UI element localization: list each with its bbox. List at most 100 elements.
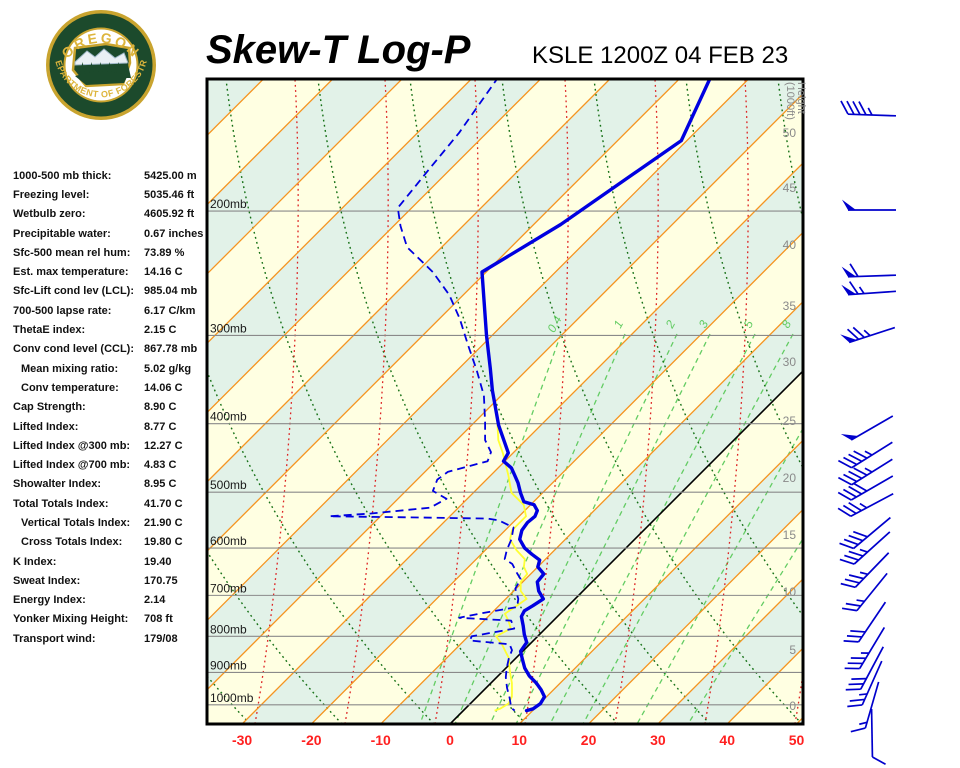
index-label: Cross Totals Index: (21, 536, 123, 549)
index-label: Sfc-500 mean rel hum: (13, 246, 131, 259)
index-row: Wetbulb zero: 4605.92 ft (13, 205, 213, 224)
index-label: Conv cond level (CCL): (13, 343, 135, 356)
height-axis-title: Height (795, 82, 807, 114)
wind-barb (840, 552, 890, 589)
index-label: 1000-500 mb thick: (13, 169, 112, 182)
wind-barb (841, 263, 897, 278)
index-value: 73.89 % (144, 246, 185, 259)
sounding-indices-panel: 1000-500 mb thick: 5425.00 m Freezing leve… (13, 166, 213, 648)
index-row: Est. max temperature: 14.16 C (13, 262, 213, 281)
wind-barb (842, 199, 896, 211)
index-label: Sfc-Lift cond lev (LCL): (13, 285, 134, 298)
index-value: 5.02 g/kg (144, 362, 192, 375)
height-tick-label: 40 (783, 238, 797, 252)
temp-tick-label: -10 (371, 732, 391, 748)
index-row: Mean mixing ratio: 5.02 g/kg (13, 359, 213, 378)
index-value: 19.80 C (144, 536, 183, 549)
index-row: K Index: 19.40 (13, 552, 213, 571)
index-row: Freezing level: 5035.46 ft (13, 185, 213, 204)
isotherm-bands (207, 79, 803, 724)
wind-barb (845, 646, 885, 691)
index-row: Cap Strength: 8.90 C (13, 398, 213, 417)
index-row: Yonker Mixing Height: 708 ft (13, 610, 213, 629)
index-value: 5425.00 m (144, 169, 197, 182)
temp-tick-label: 20 (581, 732, 597, 748)
index-label: Conv temperature: (21, 381, 119, 394)
index-label: Lifted Index @700 mb: (13, 459, 131, 472)
index-label: K Index: (13, 555, 57, 568)
wind-barb (843, 601, 887, 643)
wind-barbs (837, 100, 897, 766)
pressure-label: 200mb (210, 197, 247, 211)
height-tick-label: 10 (783, 585, 797, 599)
temp-tick-label: 10 (512, 732, 528, 748)
index-row: Precipitable water: 0.67 inches (13, 224, 213, 243)
index-row: Conv temperature: 14.06 C (13, 378, 213, 397)
mixing-ratio-lines (419, 333, 803, 724)
height-tick-label: 45 (783, 181, 797, 195)
index-row: Sfc-Lift cond lev (LCL): 985.04 mb (13, 282, 213, 301)
index-row: Conv cond level (CCL): 867.78 mb (13, 340, 213, 359)
wind-barb (844, 626, 886, 670)
temp-tick-label: -30 (232, 732, 252, 748)
index-value: 4.83 C (144, 459, 177, 472)
index-label: Est. max temperature: (13, 266, 129, 279)
index-value: 6.17 C/km (144, 304, 196, 317)
index-value: 4605.92 ft (144, 208, 195, 221)
index-label: Energy Index: (13, 594, 86, 607)
index-value: 12.27 C (144, 439, 183, 452)
index-row: Vertical Totals Index: 21.90 C (13, 513, 213, 532)
wind-barb (841, 281, 897, 296)
pressure-label: 900mb (210, 658, 247, 672)
pressure-label: 300mb (210, 321, 247, 335)
plot-border (205, 77, 805, 726)
index-value: 179/08 (144, 632, 178, 645)
odf-logo: OREGON DEPARTMENT OF FORESTRY (44, 8, 156, 120)
wind-barb (840, 100, 897, 117)
index-label: Showalter Index: (13, 478, 102, 491)
index-value: 2.14 (144, 594, 166, 607)
pressure-label: 800mb (210, 622, 247, 636)
page-title: Skew-T Log-P (206, 28, 471, 72)
height-tick-label: 15 (783, 528, 797, 542)
pressure-label: 500mb (210, 478, 247, 492)
wind-barb (840, 415, 894, 441)
temp-tick-label: 50 (789, 732, 805, 748)
zero-isotherm-line (449, 369, 803, 724)
temperature-axis: -30 -20 -10 0 10 20 30 40 50 (232, 732, 805, 748)
index-label: ThetaE index: (13, 324, 86, 337)
index-label: Sweat Index: (13, 574, 81, 587)
index-value: 8.77 C (144, 420, 177, 433)
index-row: Sweat Index: 170.75 (13, 571, 213, 590)
index-label: Yonker Mixing Height: (13, 613, 129, 626)
dry-adiabats (207, 79, 803, 724)
wind-barb (837, 475, 894, 501)
index-row: Total Totals Index: 41.70 C (13, 494, 213, 513)
height-tick-label: 25 (783, 414, 797, 428)
moist-adiabats (254, 79, 803, 724)
index-value: 170.75 (144, 574, 178, 587)
wind-barb (837, 492, 894, 518)
pressure-label: 600mb (210, 534, 247, 548)
index-row: Showalter Index: 8.95 C (13, 475, 213, 494)
index-label: Wetbulb zero: (13, 208, 86, 221)
index-label: Mean mixing ratio: (21, 362, 119, 375)
wind-barb (838, 458, 893, 486)
index-label: Precipitable water: (13, 227, 111, 240)
odf-logo-seal: OREGON DEPARTMENT OF FORESTRY (44, 8, 156, 120)
index-row: Lifted Index: 8.77 C (13, 417, 213, 436)
station-datetime-label: KSLE 1200Z 04 FEB 23 (532, 42, 789, 69)
index-label: Total Totals Index: (13, 497, 109, 510)
temp-tick-label: 40 (719, 732, 735, 748)
index-row: Lifted Index @300 mb: 12.27 C (13, 436, 213, 455)
index-row: Transport wind: 179/08 (13, 629, 213, 648)
wind-barb (839, 516, 891, 550)
index-value: 14.16 C (144, 266, 183, 279)
index-value: 21.90 C (144, 516, 183, 529)
index-value: 5035.46 ft (144, 188, 195, 201)
index-row: Lifted Index @700 mb: 4.83 C (13, 455, 213, 474)
dewpoint-trace (328, 79, 522, 712)
temp-tick-label: -20 (301, 732, 321, 748)
